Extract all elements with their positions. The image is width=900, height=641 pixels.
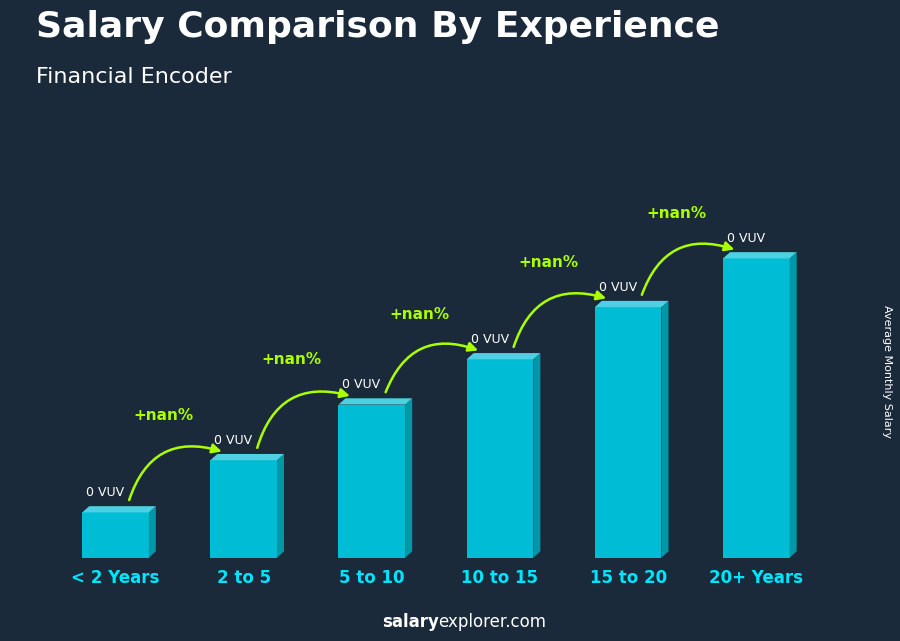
Text: 0 VUV: 0 VUV xyxy=(727,232,765,246)
Text: 0 VUV: 0 VUV xyxy=(598,281,637,294)
Bar xyxy=(723,258,789,558)
Text: +nan%: +nan% xyxy=(390,307,450,322)
Text: 0 VUV: 0 VUV xyxy=(86,487,124,499)
Text: +nan%: +nan% xyxy=(262,352,322,367)
Text: 0 VUV: 0 VUV xyxy=(343,378,381,392)
Polygon shape xyxy=(662,301,669,558)
Polygon shape xyxy=(466,353,540,360)
Text: +nan%: +nan% xyxy=(518,254,578,270)
Text: Average Monthly Salary: Average Monthly Salary xyxy=(881,305,892,438)
Polygon shape xyxy=(534,353,540,558)
Text: +nan%: +nan% xyxy=(646,206,706,221)
Polygon shape xyxy=(789,252,796,558)
Polygon shape xyxy=(82,506,156,512)
Text: salary: salary xyxy=(382,613,439,631)
Bar xyxy=(338,404,405,558)
Bar xyxy=(595,307,662,558)
Text: explorer.com: explorer.com xyxy=(438,613,546,631)
Polygon shape xyxy=(338,398,412,404)
Text: Salary Comparison By Experience: Salary Comparison By Experience xyxy=(36,10,719,44)
Bar xyxy=(82,512,148,558)
Polygon shape xyxy=(405,398,412,558)
Polygon shape xyxy=(211,454,284,460)
Polygon shape xyxy=(595,301,669,307)
Text: Financial Encoder: Financial Encoder xyxy=(36,67,232,87)
Bar xyxy=(466,360,534,558)
Polygon shape xyxy=(148,506,156,558)
Polygon shape xyxy=(723,252,796,258)
Bar xyxy=(211,460,277,558)
Text: 0 VUV: 0 VUV xyxy=(214,434,253,447)
Text: +nan%: +nan% xyxy=(133,408,194,422)
Polygon shape xyxy=(277,454,284,558)
Text: 0 VUV: 0 VUV xyxy=(471,333,508,346)
